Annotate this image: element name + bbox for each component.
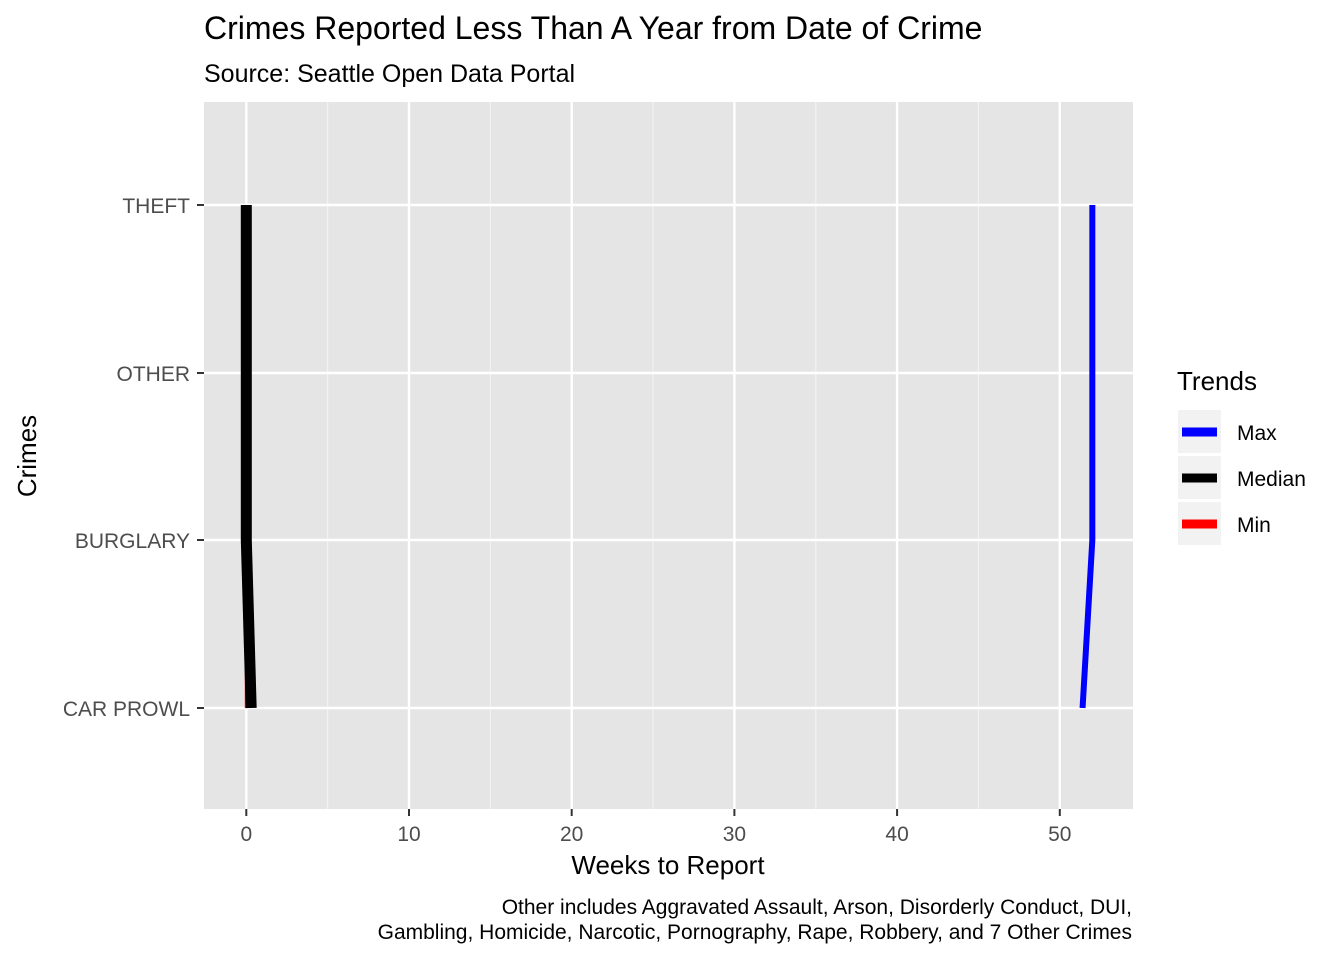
x-axis-title: Weeks to Report [571,850,765,880]
y-tick-label: OTHER [117,363,191,386]
legend: Trends Max Median Min [1177,366,1306,545]
caption: Other includes Aggravated Assault, Arson… [378,896,1132,944]
series-line-max [1079,205,1096,709]
series-layer [240,205,1096,709]
legend-title: Trends [1177,366,1257,396]
y-axis-title: Crimes [12,415,42,497]
caption-line-2: Gambling, Homicide, Narcotic, Pornograph… [378,921,1132,944]
y-tick-label: CAR PROWL [63,698,190,721]
legend-label-median: Median [1237,468,1306,491]
legend-label-min: Min [1237,514,1271,537]
minor-grid [327,102,980,809]
chart-title: Crimes Reported Less Than A Year from Da… [204,10,982,46]
y-tick-label: BURGLARY [75,530,190,553]
x-tick-label: 20 [560,823,583,846]
x-tick-label: 50 [1048,823,1071,846]
series-line-median [240,205,257,709]
y-tick-label: THEFT [122,195,190,218]
axis-ticks: 0 10 20 30 40 50 CAR PROWL BURGLARY OTHER THEFT [63,195,1072,846]
x-tick-label: 10 [397,823,420,846]
x-tick-label: 40 [885,823,908,846]
x-tick-label: 30 [723,823,746,846]
plot-panel [204,102,1133,809]
x-tick-label: 0 [240,823,252,846]
chart-subtitle: Source: Seattle Open Data Portal [204,60,575,88]
legend-label-max: Max [1237,422,1277,445]
caption-line-1: Other includes Aggravated Assault, Arson… [502,896,1132,919]
